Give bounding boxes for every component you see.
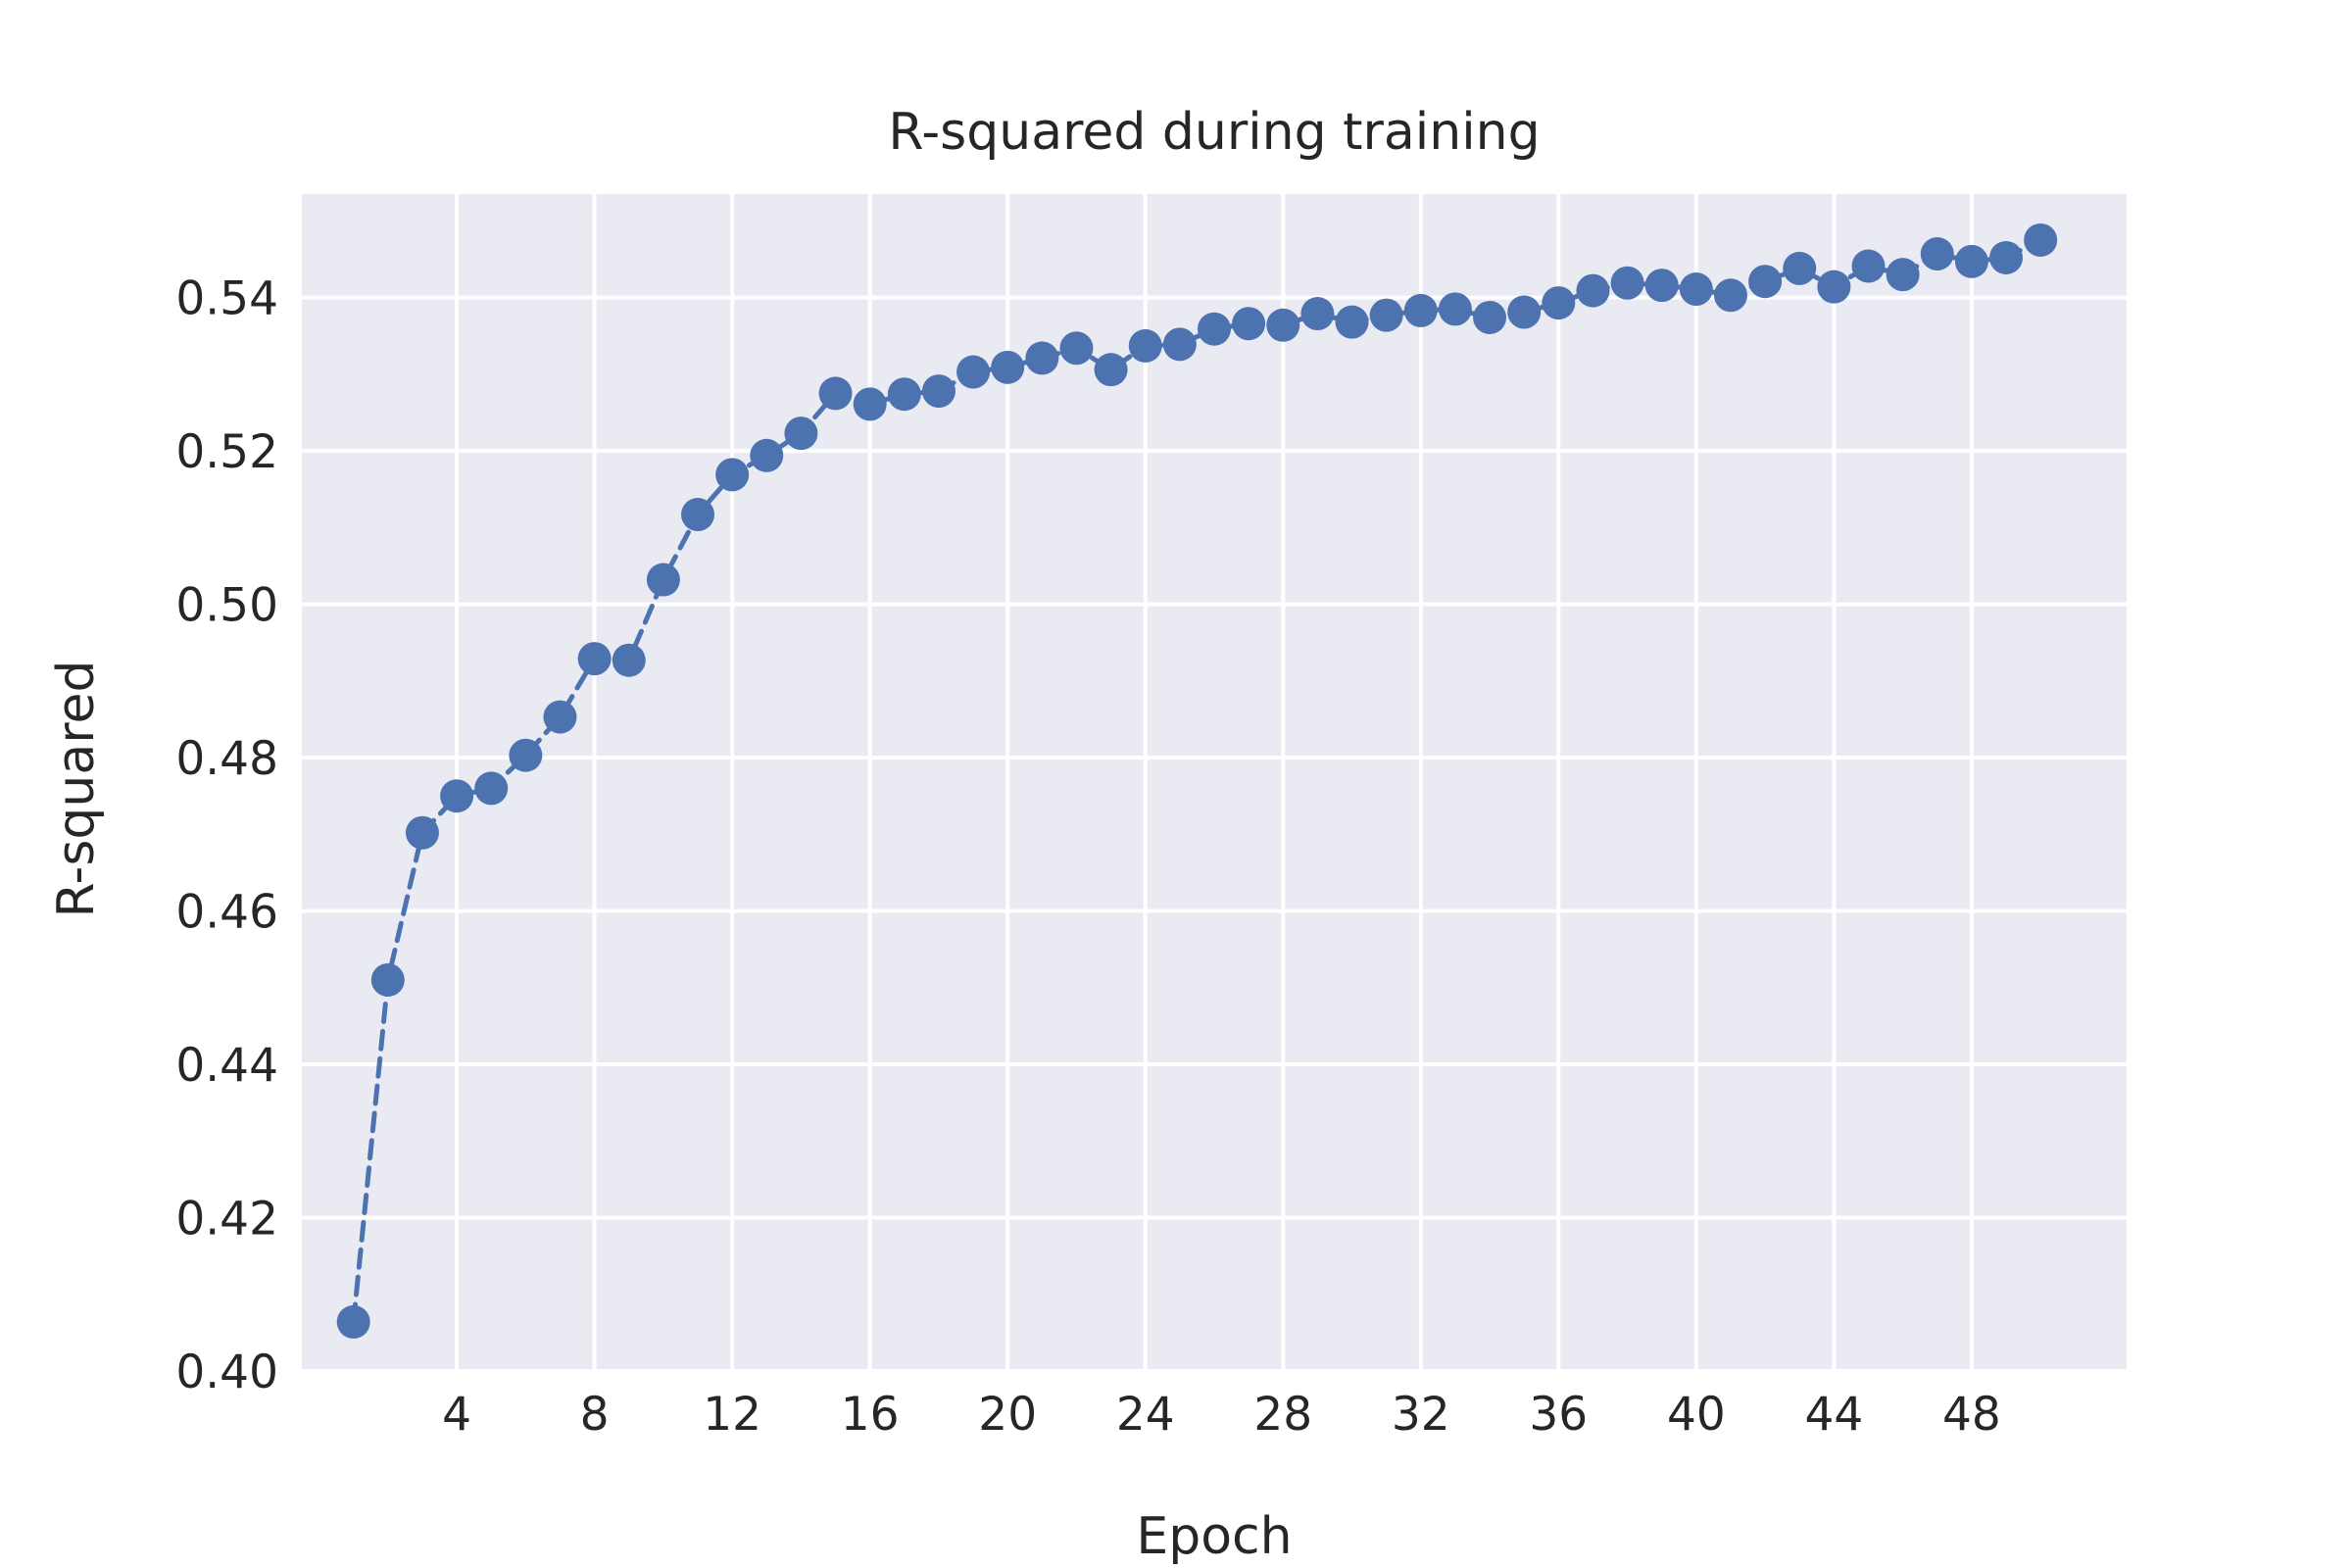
x-tick-label: 20: [978, 1388, 1037, 1442]
y-gridlines: [302, 295, 2127, 1373]
data-point: [1128, 328, 1162, 363]
data-point: [646, 563, 680, 597]
data-point: [853, 387, 887, 421]
x-tick-label: 40: [1667, 1388, 1726, 1442]
data-point: [370, 962, 405, 997]
data-point: [1232, 307, 1266, 341]
y-tick-label: 0.40: [175, 1346, 278, 1399]
data-point: [1094, 353, 1128, 387]
y-tick-label: 0.46: [175, 886, 278, 940]
x-tick-label: 8: [580, 1388, 610, 1442]
data-point: [750, 438, 784, 472]
data-point: [1369, 298, 1403, 332]
data-point: [1920, 237, 1954, 271]
data-point: [2024, 222, 2058, 257]
data-point: [577, 642, 612, 676]
x-tick-label: 4: [442, 1388, 471, 1442]
data-point: [715, 458, 750, 492]
data-point: [543, 700, 577, 734]
data-point: [887, 377, 921, 412]
data-point: [1403, 293, 1438, 327]
data-point: [440, 779, 474, 813]
y-tick-label: 0.48: [175, 732, 278, 786]
data-point: [1300, 297, 1335, 331]
data-point: [1473, 300, 1507, 334]
data-point: [1644, 269, 1679, 303]
data-point: [405, 815, 439, 850]
data-point: [818, 376, 853, 411]
data-point: [1576, 273, 1610, 308]
data-point: [1679, 272, 1713, 307]
data-point: [1954, 244, 1988, 278]
x-tick-label: 12: [703, 1388, 761, 1442]
data-points: [336, 222, 2058, 1339]
data-point: [474, 771, 509, 806]
x-tick-label: 16: [841, 1388, 900, 1442]
data-point: [1059, 331, 1094, 366]
data-point: [509, 738, 543, 772]
data-point: [1162, 327, 1197, 362]
y-tick-label: 0.42: [175, 1193, 278, 1247]
x-axis-label: Epoch: [1136, 1507, 1292, 1566]
data-point: [1542, 286, 1576, 320]
x-tick-labels: 4 8 12 16 20 24 28 32 36 40 44 48: [442, 1388, 2001, 1442]
data-point: [1438, 292, 1472, 326]
data-point: [681, 498, 715, 532]
data-point: [1025, 341, 1059, 375]
data-point: [336, 1304, 370, 1339]
data-point: [1507, 295, 1542, 329]
plot-background: [302, 194, 2127, 1371]
data-point: [1817, 270, 1851, 304]
x-tick-label: 36: [1529, 1388, 1588, 1442]
data-point: [1198, 312, 1231, 346]
x-tick-label: 48: [1942, 1388, 2001, 1442]
chart-title: R-squared during training: [888, 103, 1540, 162]
data-point: [1886, 258, 1920, 292]
data-point: [1783, 251, 1817, 285]
data-point: [956, 355, 991, 389]
data-point: [1748, 265, 1783, 299]
y-tick-labels: 0.40 0.42 0.44 0.46 0.48 0.50 0.52 0.54: [175, 272, 278, 1399]
data-point: [991, 350, 1025, 384]
data-point: [921, 374, 956, 409]
x-gridlines: [455, 194, 1974, 1371]
x-tick-label: 32: [1392, 1388, 1450, 1442]
data-point: [1989, 240, 2024, 274]
data-point: [784, 416, 818, 451]
data-point: [1713, 278, 1747, 313]
y-tick-label: 0.44: [175, 1039, 278, 1093]
y-tick-label: 0.50: [175, 579, 278, 633]
data-point: [1851, 249, 1886, 283]
data-point: [1335, 305, 1369, 339]
x-tick-label: 44: [1804, 1388, 1863, 1442]
y-tick-label: 0.54: [175, 272, 278, 326]
data-point: [1266, 308, 1300, 342]
y-axis-label: R-squared: [47, 661, 106, 918]
y-tick-label: 0.52: [175, 425, 278, 479]
data-point: [1610, 266, 1644, 300]
x-tick-label: 24: [1116, 1388, 1175, 1442]
x-tick-label: 28: [1253, 1388, 1312, 1442]
data-point: [612, 643, 646, 677]
